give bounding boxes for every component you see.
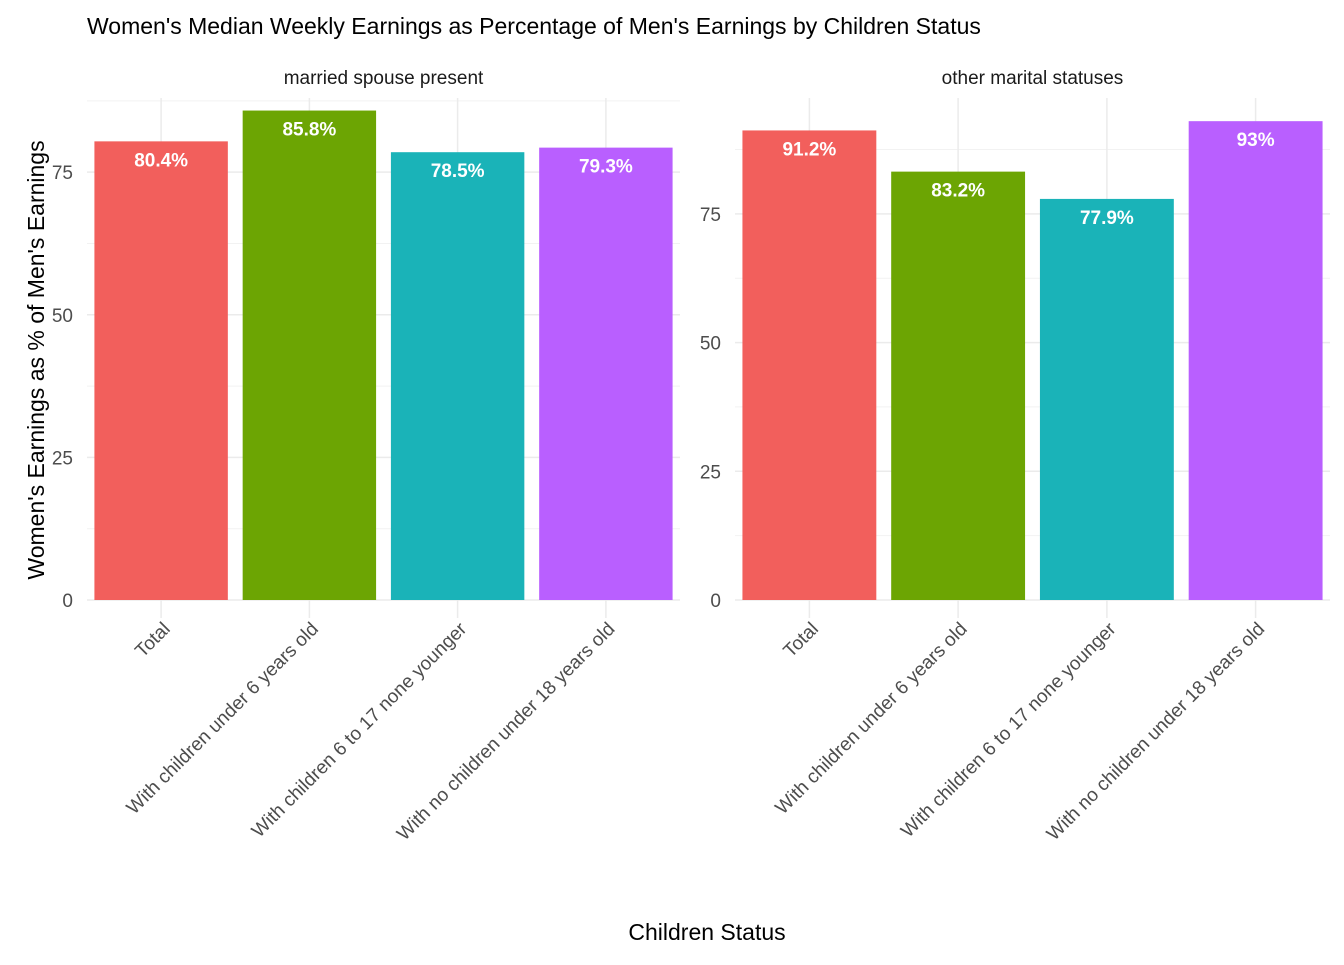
x-tick-label: Total [780, 619, 823, 662]
facet-panel-2: 0 25 50 75 other marital statuses 91.2% 83.2% 7… [700, 68, 1330, 845]
y-tick-label: 0 [710, 591, 721, 612]
bar [1039, 198, 1174, 601]
y-tick-label: 50 [52, 306, 73, 327]
y-tick-label: 50 [700, 334, 721, 355]
bar [94, 141, 228, 600]
bar [891, 171, 1026, 601]
x-tick-label: Total [131, 619, 174, 662]
bar-value-label: 83.2% [931, 181, 985, 202]
bar-value-label: 91.2% [782, 139, 836, 160]
x-axis-title: Children Status [628, 919, 785, 945]
y-tick-label: 25 [700, 462, 721, 483]
bar-value-label: 80.4% [134, 150, 188, 171]
facet-label: married spouse present [284, 68, 484, 89]
y-axis-title: Women's Earnings as % of Men's Earnings [23, 140, 49, 579]
bar [1188, 121, 1323, 601]
facet-label: other marital statuses [942, 68, 1124, 89]
y-tick-label: 75 [52, 163, 73, 184]
bar-value-label: 79.3% [579, 157, 633, 178]
bar [742, 130, 877, 600]
facet-panel-1: 0 25 50 75 married spouse present 80.4% 85.8% 7… [52, 68, 680, 845]
bar-value-label: 85.8% [282, 120, 336, 141]
bar [539, 147, 673, 600]
facet-panels: 0 25 50 75 married spouse present 80.4% 85.8% 7… [52, 68, 1330, 845]
bar [242, 110, 377, 601]
bar-value-label: 93% [1237, 130, 1275, 151]
y-tick-label: 0 [62, 591, 73, 612]
bar-value-label: 78.5% [431, 161, 485, 182]
bar-value-label: 77.9% [1080, 208, 1134, 229]
y-tick-label: 75 [700, 205, 721, 226]
bar [390, 152, 525, 600]
y-tick-label: 25 [52, 448, 73, 469]
chart-title: Women's Median Weekly Earnings as Percen… [87, 13, 981, 39]
